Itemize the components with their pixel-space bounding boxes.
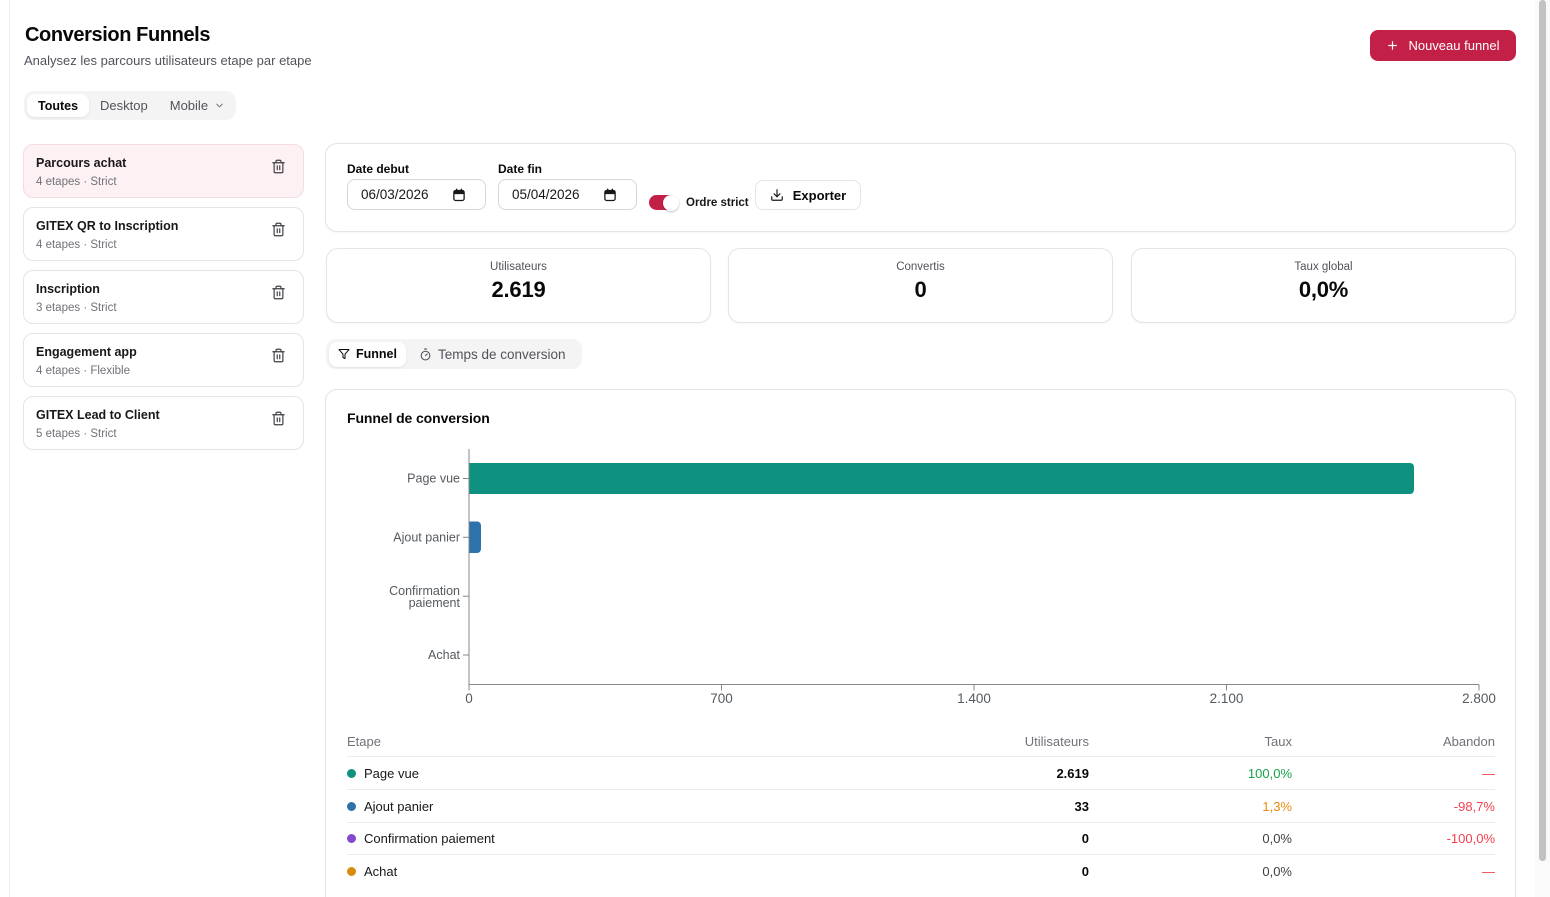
svg-text:700: 700 xyxy=(710,691,733,706)
svg-text:1.400: 1.400 xyxy=(957,691,991,706)
svg-text:Confirmation: Confirmation xyxy=(389,584,460,598)
svg-text:2.100: 2.100 xyxy=(1210,691,1244,706)
svg-text:2.800: 2.800 xyxy=(1462,691,1496,706)
svg-text:Page vue: Page vue xyxy=(407,472,460,486)
svg-text:Ajout panier: Ajout panier xyxy=(393,530,460,544)
svg-text:0: 0 xyxy=(465,691,473,706)
svg-text:Achat: Achat xyxy=(428,648,460,662)
svg-text:paiement: paiement xyxy=(409,596,461,610)
